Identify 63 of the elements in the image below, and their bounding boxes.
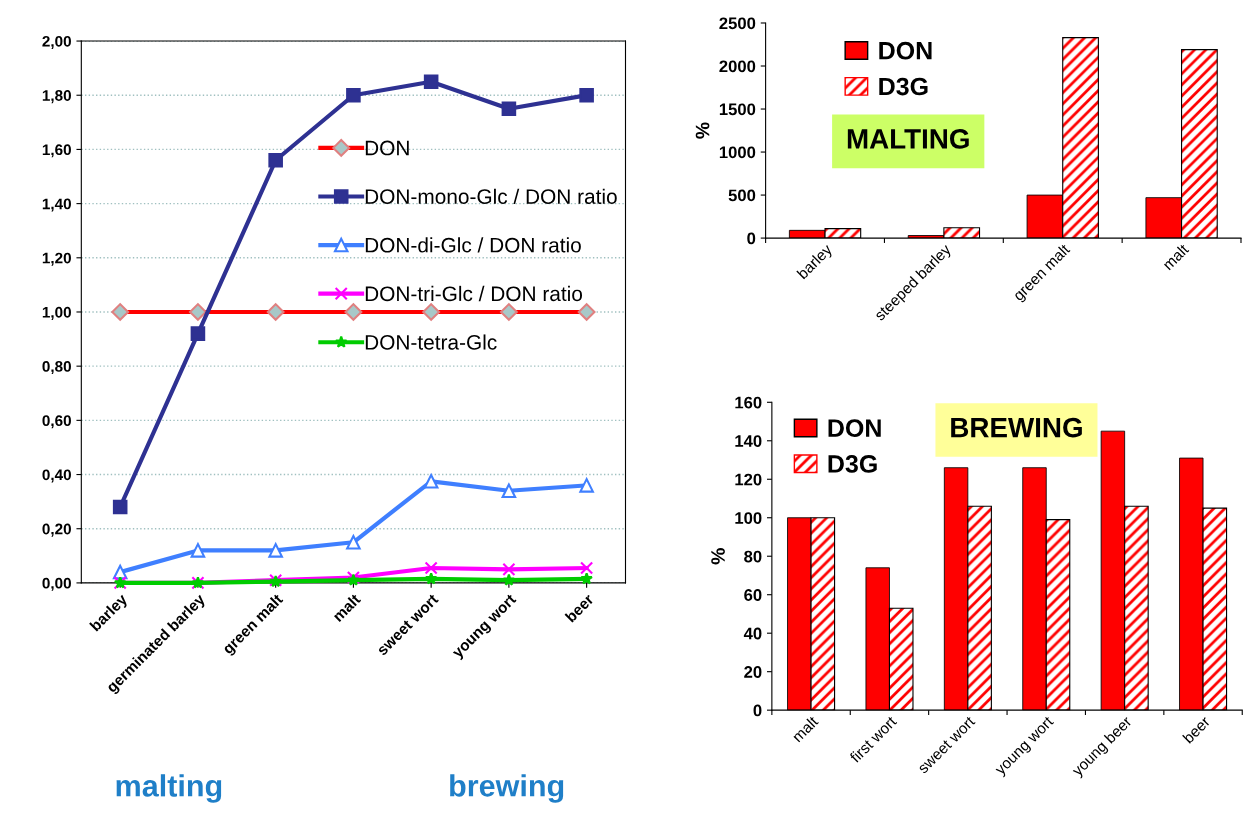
x-tick-label: malt [1161,242,1190,271]
y-tick-label: 0,00 [42,577,71,591]
point [190,326,206,341]
point [501,101,517,117]
point [579,478,594,493]
y-tick-label: 1,60 [42,144,71,158]
y-tick-label: 40 [743,627,762,640]
y-axis-title: % [711,548,725,565]
legend-label: DON [828,419,881,437]
point [423,474,439,489]
annotation: MALTING [847,129,969,149]
point [424,572,438,585]
legend-label: DON [879,41,932,60]
y-tick-label: 60 [744,589,762,601]
point [423,74,439,89]
y-axis-title: % [695,122,710,139]
y-tick-label: 2,00 [42,35,71,49]
y-tick-label: 120 [735,473,762,486]
text: malting [116,774,222,803]
y-tick-label: 1,40 [42,198,71,212]
point [424,561,438,575]
point [580,561,594,575]
point [190,543,206,558]
y-tick-label: 0,80 [42,361,71,375]
point [268,543,283,558]
text: brewing [450,774,564,803]
legend-label: DON-mono-Glc / DON ratio [365,188,617,204]
legend-label: DON-tetra-Glc [365,334,497,350]
legend-label: DON [365,140,409,156]
point [580,572,593,585]
y-tick-label: 0,60 [42,415,71,429]
y-tick-label: 2000 [719,60,756,73]
legend-label: D3G [879,77,928,96]
x-tick-label: first wort [848,714,898,764]
y-tick-label: 500 [728,189,756,202]
point [502,562,516,576]
y-tick-label: 2500 [719,17,756,30]
point [346,534,361,550]
y-tick-label: 0 [747,232,756,245]
y-tick-label: 20 [744,666,762,678]
legend-label: DON-tri-Glc / DON ratio [365,285,583,302]
y-tick-label: 160 [735,396,762,409]
y-tick-label: 1,20 [42,252,71,266]
point [502,573,516,586]
y-tick-label: 140 [735,435,762,447]
y-tick-label: 0,40 [42,469,71,483]
point [346,87,361,103]
y-tick-label: 0 [753,704,762,717]
point [579,87,594,103]
y-tick-label: 1,00 [42,306,71,320]
point [112,499,128,515]
legend-label: D3G [828,455,877,473]
x-tick-label: malt [791,714,819,743]
y-tick-label: 100 [735,512,762,524]
annotation: BREWING [951,417,1082,438]
y-tick-label: 80 [744,550,762,563]
y-tick-label: 0,20 [42,523,71,537]
legend-label: DON-di-Glc / DON ratio [365,237,581,253]
y-tick-label: 1,80 [42,90,71,104]
point [268,152,283,168]
y-tick-label: 1500 [719,103,756,116]
y-tick-label: 1000 [719,146,756,159]
point [501,483,517,499]
